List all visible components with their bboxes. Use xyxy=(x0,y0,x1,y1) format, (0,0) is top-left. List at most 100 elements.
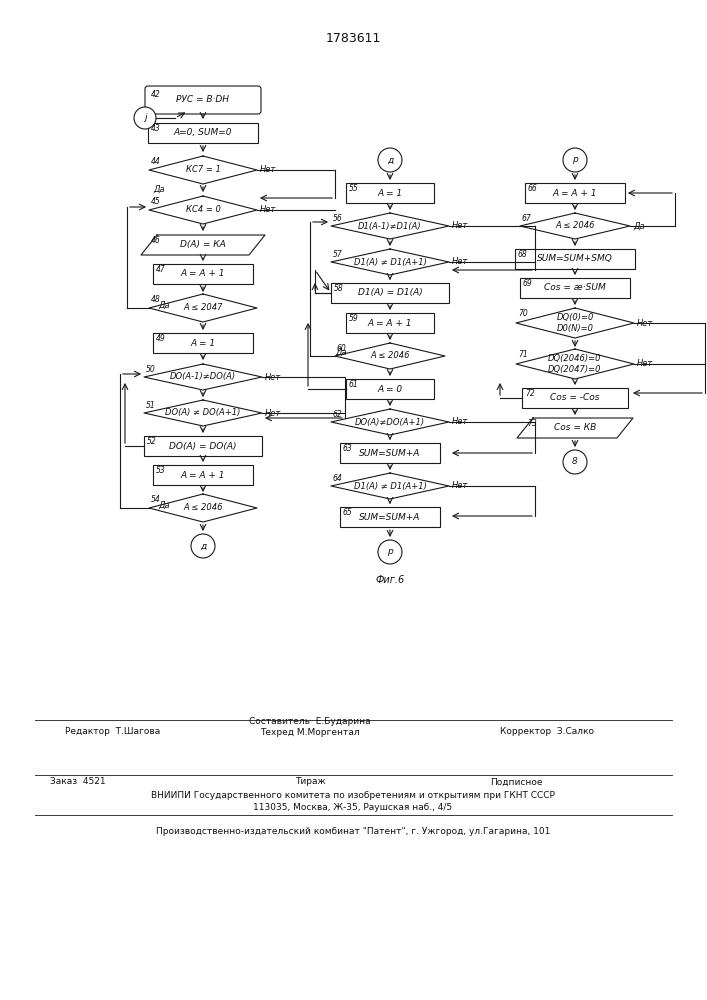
Text: Нет: Нет xyxy=(452,257,468,266)
Text: A = A + 1: A = A + 1 xyxy=(181,269,226,278)
Text: Да: Да xyxy=(158,300,170,310)
Text: 54: 54 xyxy=(151,495,160,504)
Bar xyxy=(153,465,253,485)
Text: Cos = КВ: Cos = КВ xyxy=(554,424,596,432)
Text: 48: 48 xyxy=(151,295,160,304)
FancyBboxPatch shape xyxy=(145,86,261,114)
Text: Редактор  Т.Шагова: Редактор Т.Шагова xyxy=(65,728,160,736)
Circle shape xyxy=(563,148,587,172)
Text: DO(A-1)≠DO(A): DO(A-1)≠DO(A) xyxy=(170,372,236,381)
Text: 66: 66 xyxy=(528,184,538,193)
Circle shape xyxy=(378,540,402,564)
Text: 61: 61 xyxy=(349,380,358,389)
Text: Cos = -Cos: Cos = -Cos xyxy=(550,393,600,402)
Text: D1(A) ≠ D1(A+1): D1(A) ≠ D1(A+1) xyxy=(354,257,426,266)
Text: 72: 72 xyxy=(525,389,534,398)
Text: 70: 70 xyxy=(518,309,527,318)
Text: A=0, SUM=0: A=0, SUM=0 xyxy=(174,128,233,137)
Text: Нет: Нет xyxy=(452,222,468,231)
Text: A = 0: A = 0 xyxy=(378,384,402,393)
Text: D(A) = КА: D(A) = КА xyxy=(180,240,226,249)
Text: A = A + 1: A = A + 1 xyxy=(181,471,226,480)
Text: Нет: Нет xyxy=(452,418,468,426)
Text: Нет: Нет xyxy=(260,206,276,215)
Text: DO(A) ≠ DO(A+1): DO(A) ≠ DO(A+1) xyxy=(165,408,240,418)
Text: D1(A-1)≠D1(A): D1(A-1)≠D1(A) xyxy=(358,222,422,231)
Polygon shape xyxy=(331,249,449,275)
Text: 73: 73 xyxy=(527,419,537,428)
Polygon shape xyxy=(149,494,257,522)
Text: 64: 64 xyxy=(333,474,343,483)
Polygon shape xyxy=(149,294,257,322)
Text: 57: 57 xyxy=(333,250,343,259)
Text: A = 1: A = 1 xyxy=(190,338,216,348)
Text: Да: Да xyxy=(335,348,346,357)
Text: DO(A)≠DO(A+1): DO(A)≠DO(A+1) xyxy=(355,418,425,426)
Circle shape xyxy=(191,534,215,558)
Text: 47: 47 xyxy=(156,265,165,274)
Text: DQ(0)=0
D0(N)=0: DQ(0)=0 D0(N)=0 xyxy=(556,313,594,333)
Polygon shape xyxy=(335,343,445,369)
Polygon shape xyxy=(144,364,262,390)
Bar xyxy=(515,249,635,269)
Text: 68: 68 xyxy=(518,250,527,259)
Text: Производственно-издательский комбинат "Патент", г. Ужгород, ул.Гагарина, 101: Производственно-издательский комбинат "П… xyxy=(156,828,550,836)
Polygon shape xyxy=(516,349,634,379)
Text: 44: 44 xyxy=(151,157,160,166)
Text: p: p xyxy=(572,155,578,164)
Polygon shape xyxy=(331,213,449,239)
Text: 58: 58 xyxy=(334,284,344,293)
Text: p: p xyxy=(387,548,393,556)
Text: Cos = æ·SUM: Cos = æ·SUM xyxy=(544,284,606,292)
Circle shape xyxy=(134,107,156,129)
Text: SUM=SUM+A: SUM=SUM+A xyxy=(359,448,421,458)
Text: 69: 69 xyxy=(523,279,533,288)
Text: Нет: Нет xyxy=(637,360,653,368)
Text: КС7 = 1: КС7 = 1 xyxy=(185,165,221,174)
Polygon shape xyxy=(144,400,262,426)
Text: A = A + 1: A = A + 1 xyxy=(368,318,412,328)
Bar xyxy=(340,443,440,463)
Text: A ≤ 2047: A ≤ 2047 xyxy=(183,304,223,312)
Text: 113035, Москва, Ж-35, Раушская наб., 4/5: 113035, Москва, Ж-35, Раушская наб., 4/5 xyxy=(253,802,452,812)
Text: 59: 59 xyxy=(349,314,358,323)
Text: Нет: Нет xyxy=(637,318,653,328)
Text: D1(A) ≠ D1(A+1): D1(A) ≠ D1(A+1) xyxy=(354,482,426,490)
Text: 1783611: 1783611 xyxy=(325,31,380,44)
Text: Да: Да xyxy=(153,184,165,194)
Text: A ≤ 2046: A ≤ 2046 xyxy=(183,504,223,512)
Text: j: j xyxy=(144,113,146,122)
Text: Подписное: Подписное xyxy=(490,778,542,786)
Bar xyxy=(153,264,253,284)
Text: 53: 53 xyxy=(156,466,165,475)
Text: A ≤ 2046: A ≤ 2046 xyxy=(555,222,595,231)
Text: 65: 65 xyxy=(343,508,353,517)
Text: Составитель  Е.Бударина
Техред М.Моргентал: Составитель Е.Бударина Техред М.Моргента… xyxy=(249,717,370,737)
Text: 45: 45 xyxy=(151,197,160,206)
Text: DO(A) = DO(A): DO(A) = DO(A) xyxy=(169,442,237,450)
Circle shape xyxy=(563,450,587,474)
Text: 63: 63 xyxy=(343,444,353,453)
Text: 42: 42 xyxy=(151,90,160,99)
Bar xyxy=(148,123,258,143)
Text: 43: 43 xyxy=(151,124,160,133)
Polygon shape xyxy=(331,473,449,499)
Text: Нет: Нет xyxy=(452,482,468,490)
Bar xyxy=(525,183,625,203)
Text: 60: 60 xyxy=(337,344,346,353)
Text: Заказ  4521: Заказ 4521 xyxy=(50,778,105,786)
Polygon shape xyxy=(517,418,633,438)
Polygon shape xyxy=(520,213,630,239)
Text: д: д xyxy=(200,542,206,550)
Text: д: д xyxy=(387,155,393,164)
Text: Нет: Нет xyxy=(260,165,276,174)
Text: Нет: Нет xyxy=(265,372,281,381)
Polygon shape xyxy=(331,409,449,435)
Text: 50: 50 xyxy=(146,365,156,374)
Text: 67: 67 xyxy=(522,214,532,223)
Bar xyxy=(520,278,630,298)
Polygon shape xyxy=(149,196,257,224)
Text: A = A + 1: A = A + 1 xyxy=(553,188,597,198)
Text: SUM=SUM+SMQ: SUM=SUM+SMQ xyxy=(537,254,613,263)
Text: Да: Да xyxy=(633,222,645,231)
